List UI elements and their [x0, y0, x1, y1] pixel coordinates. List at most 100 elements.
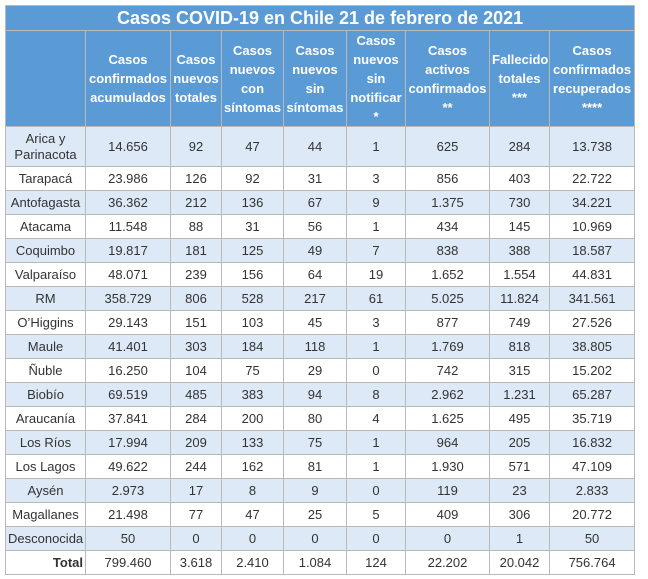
- value-cell: 0: [346, 526, 406, 551]
- column-header: Casos nuevos con síntomas: [221, 30, 284, 127]
- value-cell: 44: [283, 126, 347, 167]
- value-cell: 50: [85, 526, 171, 551]
- value-cell: 217: [283, 286, 347, 311]
- value-cell: 49: [283, 238, 347, 263]
- value-cell: 156: [221, 262, 284, 287]
- total-cell: 20.042: [489, 550, 550, 575]
- value-cell: 284: [170, 406, 222, 431]
- table-row: Los Ríos 17.994 209 133 75 1 964 205 16.832: [5, 430, 636, 455]
- value-cell: 16.250: [85, 358, 171, 383]
- value-cell: 1.769: [405, 334, 490, 359]
- value-cell: 964: [405, 430, 490, 455]
- value-cell: 29: [283, 358, 347, 383]
- value-cell: 184: [221, 334, 284, 359]
- value-cell: 13.738: [548, 126, 636, 167]
- value-cell: 1: [346, 430, 406, 455]
- table-row: Desconocida 50 0 0 0 0 0 1 50: [5, 526, 636, 551]
- table-row: Antofagasta 36.362 212 136 67 9 1.375 730 34.221: [5, 190, 636, 215]
- value-cell: 92: [170, 126, 222, 167]
- value-cell: 69.519: [85, 382, 171, 407]
- region-cell: Ñuble: [5, 358, 86, 383]
- value-cell: 806: [170, 286, 222, 311]
- column-header: Casos nuevos sin síntomas: [283, 30, 347, 127]
- table-row: Biobío 69.519 485 383 94 8 2.962 1.231 65.287: [5, 382, 636, 407]
- value-cell: 877: [405, 310, 490, 335]
- total-cell: 756.764: [548, 550, 636, 575]
- value-cell: 48.071: [85, 262, 171, 287]
- value-cell: 88: [170, 214, 222, 239]
- value-cell: 403: [489, 166, 550, 191]
- value-cell: 1: [346, 454, 406, 479]
- table-row: Magallanes 21.498 77 47 25 5 409 306 20.772: [5, 502, 636, 527]
- value-cell: 1.231: [489, 382, 550, 407]
- value-cell: 0: [283, 526, 347, 551]
- value-cell: 47.109: [548, 454, 636, 479]
- value-cell: 29.143: [85, 310, 171, 335]
- value-cell: 61: [346, 286, 406, 311]
- region-cell: Arica y Parinacota: [5, 126, 86, 167]
- value-cell: 9: [283, 478, 347, 503]
- value-cell: 2.973: [85, 478, 171, 503]
- value-cell: 818: [489, 334, 550, 359]
- value-cell: 742: [405, 358, 490, 383]
- value-cell: 118: [283, 334, 347, 359]
- value-cell: 19.817: [85, 238, 171, 263]
- value-cell: 0: [221, 526, 284, 551]
- region-cell: Coquimbo: [5, 238, 86, 263]
- value-cell: 17: [170, 478, 222, 503]
- value-cell: 56: [283, 214, 347, 239]
- table-row: Araucanía 37.841 284 200 80 4 1.625 495 35.719: [5, 406, 636, 431]
- value-cell: 27.526: [548, 310, 636, 335]
- value-cell: 119: [405, 478, 490, 503]
- value-cell: 15.202: [548, 358, 636, 383]
- value-cell: 200: [221, 406, 284, 431]
- table-row: Tarapacá 23.986 126 92 31 3 856 403 22.722: [5, 166, 636, 191]
- value-cell: 1: [346, 334, 406, 359]
- value-cell: 47: [221, 126, 284, 167]
- region-cell: Tarapacá: [5, 166, 86, 191]
- column-header: [5, 30, 86, 127]
- value-cell: 151: [170, 310, 222, 335]
- value-cell: 1.554: [489, 262, 550, 287]
- value-cell: 65.287: [548, 382, 636, 407]
- value-cell: 136: [221, 190, 284, 215]
- value-cell: 14.656: [85, 126, 171, 167]
- value-cell: 3: [346, 310, 406, 335]
- value-cell: 209: [170, 430, 222, 455]
- region-cell: Valparaíso: [5, 262, 86, 287]
- value-cell: 485: [170, 382, 222, 407]
- value-cell: 625: [405, 126, 490, 167]
- value-cell: 80: [283, 406, 347, 431]
- value-cell: 0: [346, 358, 406, 383]
- value-cell: 162: [221, 454, 284, 479]
- table-row: Coquimbo 19.817 181 125 49 7 838 388 18.587: [5, 238, 636, 263]
- value-cell: 125: [221, 238, 284, 263]
- total-cell: 1.084: [283, 550, 347, 575]
- region-cell: Antofagasta: [5, 190, 86, 215]
- value-cell: 75: [221, 358, 284, 383]
- total-cell: 124: [346, 550, 406, 575]
- value-cell: 17.994: [85, 430, 171, 455]
- table-row: Ñuble 16.250 104 75 29 0 742 315 15.202: [5, 358, 636, 383]
- value-cell: 1.375: [405, 190, 490, 215]
- value-cell: 21.498: [85, 502, 171, 527]
- value-cell: 64: [283, 262, 347, 287]
- column-header: Fallecidos totales ***: [489, 30, 550, 127]
- value-cell: 77: [170, 502, 222, 527]
- table-row: Atacama 11.548 88 31 56 1 434 145 10.969: [5, 214, 636, 239]
- table-row: Valparaíso 48.071 239 156 64 19 1.652 1.554 44.8…: [5, 262, 636, 287]
- total-label: Total: [5, 550, 86, 575]
- column-header: Casos confirmados acumulados: [85, 30, 171, 127]
- region-cell: RM: [5, 286, 86, 311]
- value-cell: 94: [283, 382, 347, 407]
- value-cell: 409: [405, 502, 490, 527]
- value-cell: 9: [346, 190, 406, 215]
- value-cell: 8: [346, 382, 406, 407]
- value-cell: 11.824: [489, 286, 550, 311]
- table-row: Aysén 2.973 17 8 9 0 119 23 2.833: [5, 478, 636, 503]
- value-cell: 22.722: [548, 166, 636, 191]
- value-cell: 18.587: [548, 238, 636, 263]
- value-cell: 45: [283, 310, 347, 335]
- value-cell: 104: [170, 358, 222, 383]
